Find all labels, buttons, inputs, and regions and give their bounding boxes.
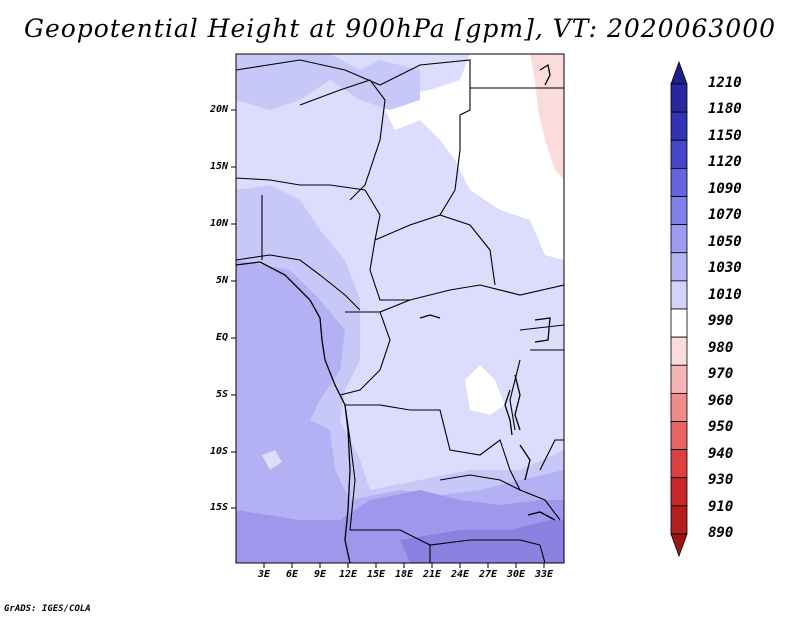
colorbar-swatch	[670, 224, 688, 254]
field-pink-north	[530, 54, 564, 180]
colorbar-swatch	[670, 505, 688, 535]
lon-label-27e: 27E	[478, 569, 498, 580]
colorbar-label: 970	[708, 366, 734, 383]
colorbar-label: 990	[708, 313, 734, 330]
lat-label-10s: 10S	[209, 446, 228, 457]
colorbar-swatch	[670, 308, 688, 338]
colorbar-label: 1030	[708, 260, 742, 277]
colorbar-label: 960	[708, 392, 734, 409]
colorbar-label: 1070	[708, 207, 742, 224]
colorbar-top-arrow	[670, 60, 688, 85]
lat-label-5s: 5S	[215, 389, 228, 400]
colorbar-label: 1090	[708, 180, 742, 197]
coastlines	[236, 63, 556, 563]
lon-label-21e: 21E	[422, 569, 442, 580]
lon-label-30e: 30E	[506, 569, 526, 580]
colorbar-swatch	[670, 196, 688, 226]
colorbar-bottom-arrow	[670, 533, 688, 558]
colorbar-swatch	[670, 252, 688, 282]
colorbar-swatch	[670, 449, 688, 479]
lat-label-10n: 10N	[209, 218, 228, 229]
colorbar-swatch	[670, 280, 688, 310]
lat-label-20n: 20N	[209, 104, 228, 115]
lon-label-24e: 24E	[450, 569, 470, 580]
colorbar-swatch	[670, 477, 688, 507]
colorbar-swatch	[670, 167, 688, 197]
map-frame	[235, 53, 565, 564]
lon-label-18e: 18E	[394, 569, 414, 580]
colorbar-label: 930	[708, 472, 734, 489]
colorbar-swatch	[670, 111, 688, 141]
field-white-patch	[465, 365, 505, 415]
colorbar-swatch	[670, 336, 688, 366]
lon-label-3e: 3E	[257, 569, 271, 580]
colorbar-label: 950	[708, 419, 734, 436]
field-darkest-south	[400, 520, 564, 563]
colorbar-label: 1010	[708, 286, 742, 303]
colorbar-label: 1180	[708, 101, 742, 118]
grads-credit: GrADS: IGES/COLA	[4, 604, 91, 614]
colorbar-swatch	[670, 83, 688, 113]
lat-label-15n: 15N	[209, 161, 228, 172]
colorbar-label: 890	[708, 525, 734, 541]
map-title: Geopotential Height at 900hPa [gpm], VT:…	[23, 14, 777, 43]
colorbar-label: 910	[708, 498, 734, 515]
lon-label-12e: 12E	[338, 569, 358, 580]
field-light-patch	[262, 450, 282, 470]
colorbar-label: 1120	[708, 154, 742, 171]
colorbar-swatch	[670, 421, 688, 451]
field-light-north	[236, 54, 420, 110]
lat-ticks	[231, 109, 236, 509]
height-field	[236, 54, 564, 563]
colorbar-label: 980	[708, 339, 734, 356]
colorbar-swatch	[670, 392, 688, 422]
colorbar-label: 1150	[708, 127, 742, 144]
lon-ticks	[263, 563, 545, 568]
lat-label-5n: 5N	[215, 275, 228, 286]
colorbar-label: 1210	[708, 75, 742, 91]
lon-label-6e: 6E	[285, 569, 299, 580]
field-white-north	[385, 54, 564, 260]
colorbar-swatch	[670, 139, 688, 169]
field-dark-west	[236, 260, 564, 563]
lat-label-eq: EQ	[215, 332, 228, 343]
lat-label-15s: 15S	[209, 502, 228, 513]
lon-label-15e: 15E	[366, 569, 386, 580]
lon-label-33e: 33E	[534, 569, 554, 580]
colorbar-swatch	[670, 364, 688, 394]
colorbar-label: 940	[708, 445, 734, 462]
colorbar-label: 1050	[708, 233, 742, 250]
lon-label-9e: 9E	[313, 569, 327, 580]
